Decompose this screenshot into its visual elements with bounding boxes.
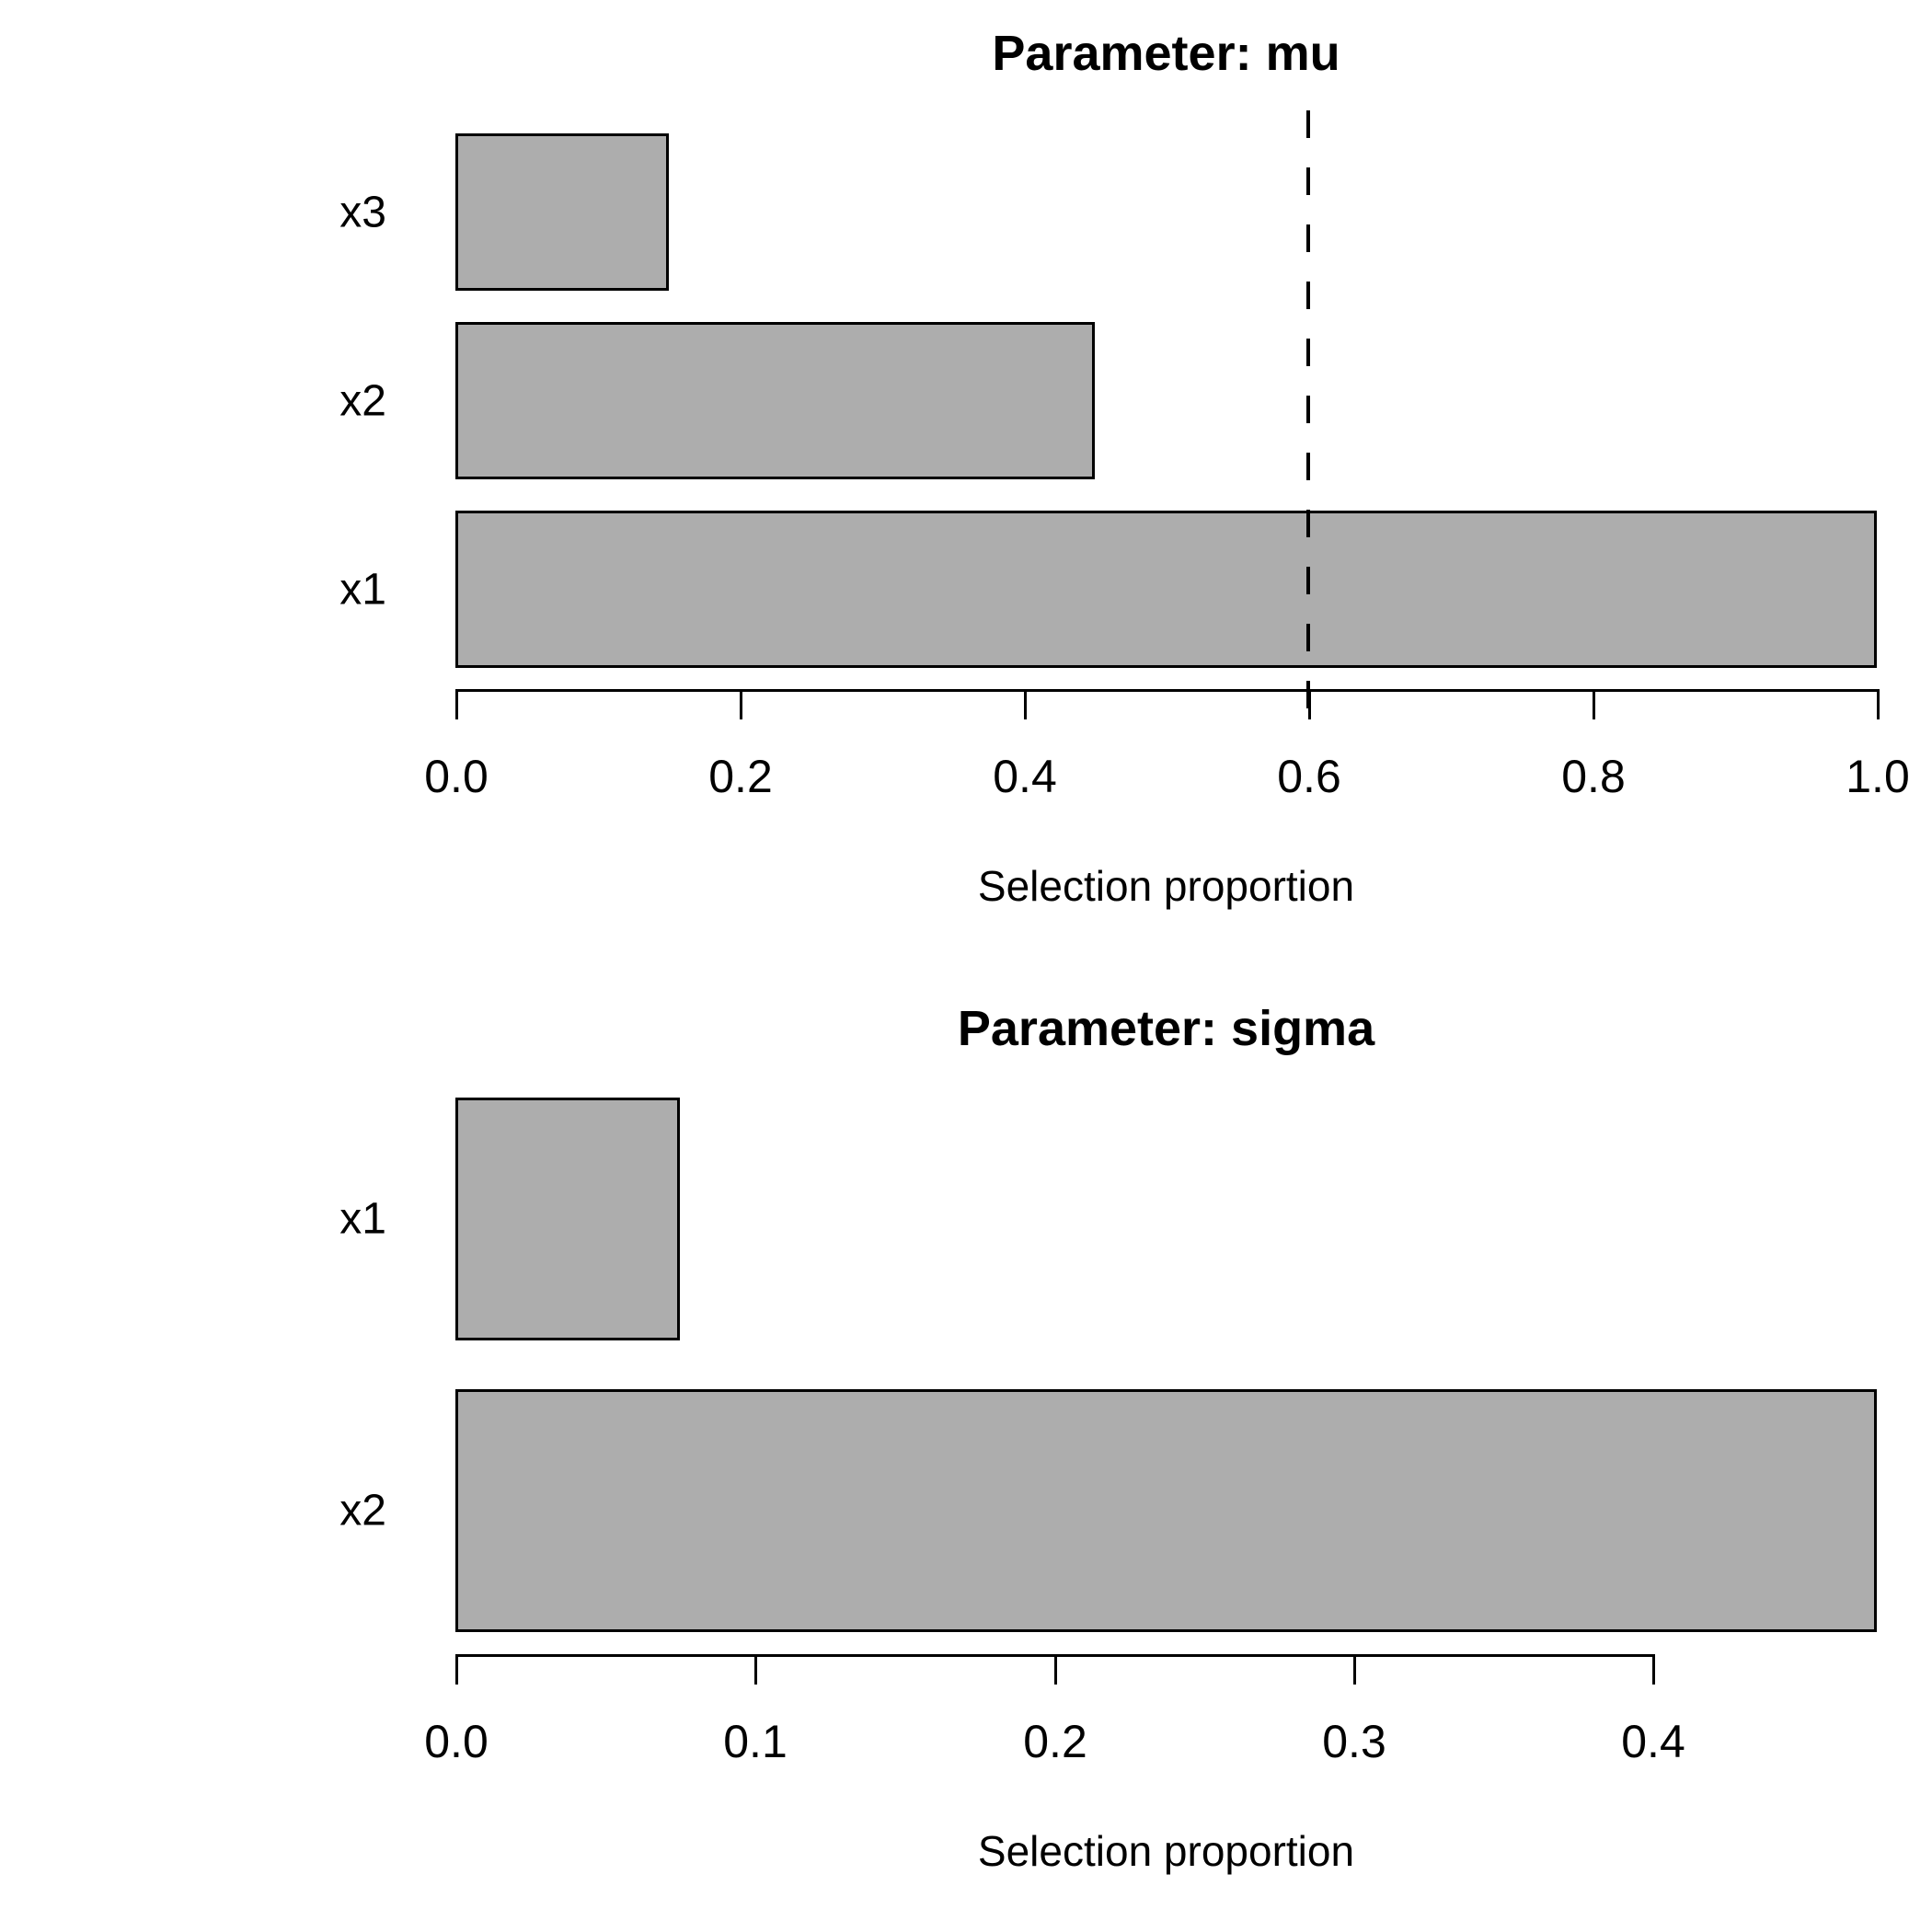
x-axis-title: Selection proportion [977,1827,1355,1875]
x-axis-tick-label: 0.4 [1621,1716,1685,1767]
x-axis-tick [455,1654,458,1685]
x-axis-tick-label: 0.1 [723,1716,788,1767]
x-axis-tick-label: 0.0 [424,751,489,802]
category-label-x2: x2 [339,376,386,425]
bar-x3 [455,133,669,291]
x-axis-tick [1024,689,1027,719]
bar-x1 [455,511,1877,668]
threshold-line [1306,110,1310,722]
x-axis-tick [1877,689,1880,719]
chart-title: Parameter: sigma [957,1001,1375,1056]
x-axis-tick [1054,1654,1057,1685]
x-axis-tick-label: 0.8 [1561,751,1626,802]
x-axis-tick-label: 0.3 [1322,1716,1386,1767]
x-axis-tick [1652,1654,1655,1685]
category-label-x3: x3 [339,188,386,236]
bar-x2 [455,322,1095,479]
x-axis-tick-label: 0.4 [993,751,1057,802]
x-axis-tick [1353,1654,1356,1685]
category-label-x1: x1 [339,1194,386,1244]
x-axis-tick-label: 0.6 [1277,751,1341,802]
chart-title: Parameter: mu [992,26,1340,81]
category-label-x1: x1 [339,565,386,614]
x-axis-title: Selection proportion [977,862,1355,910]
x-axis-tick-label: 0.2 [708,751,773,802]
x-axis-tick-label: 0.0 [424,1716,489,1767]
bar-x2 [455,1389,1877,1632]
x-axis-line [455,689,1880,692]
x-axis-tick [754,1654,757,1685]
x-axis-tick-label: 1.0 [1846,751,1910,802]
x-axis-tick-label: 0.2 [1023,1716,1087,1767]
x-axis-tick [1593,689,1595,719]
x-axis-tick [740,689,742,719]
bar-x1 [455,1098,680,1340]
category-label-x2: x2 [339,1486,386,1535]
x-axis-tick [455,689,458,719]
